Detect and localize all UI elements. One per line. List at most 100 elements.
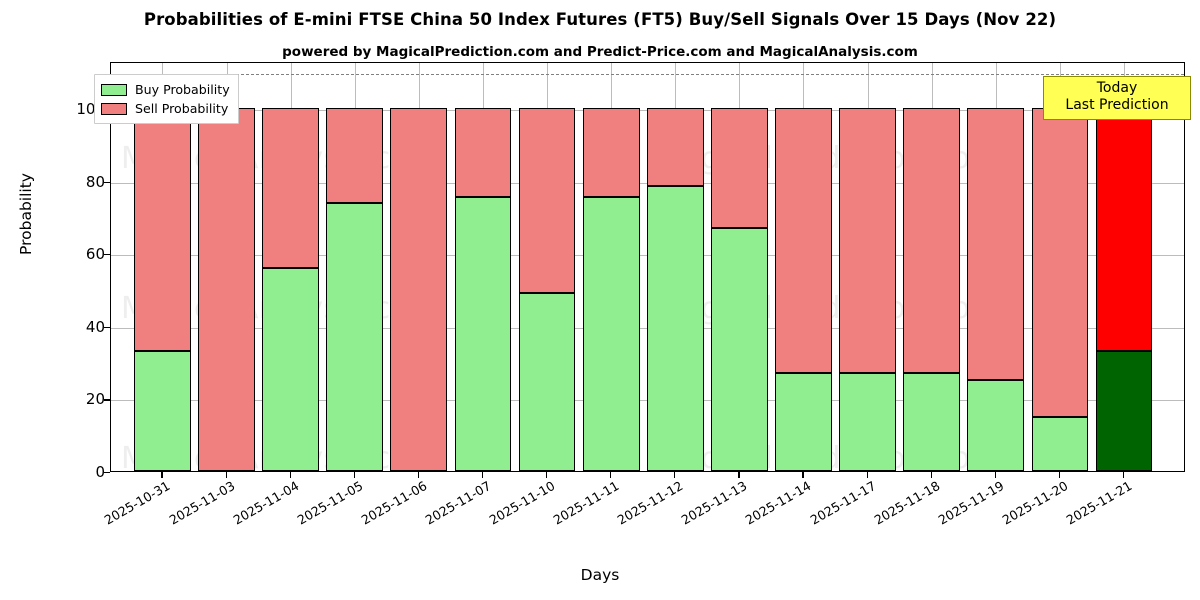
x-tick-label: 2025-10-31 <box>102 478 173 528</box>
bar-segment-buy[interactable] <box>839 373 896 471</box>
x-tick-label: 2025-11-06 <box>358 478 430 528</box>
bar-segment-sell[interactable] <box>711 108 768 228</box>
bar-segment-buy[interactable] <box>903 373 961 471</box>
x-tick-label: 2025-11-20 <box>999 478 1071 528</box>
x-tick-mark <box>161 472 163 478</box>
bar-segment-buy[interactable] <box>967 380 1025 471</box>
x-tick-mark <box>417 472 420 478</box>
x-tick-label: 2025-11-04 <box>230 478 302 528</box>
today-annotation-line2: Last Prediction <box>1065 97 1169 114</box>
bar[interactable] <box>454 63 512 471</box>
bar-segment-buy[interactable] <box>262 267 319 471</box>
x-tick-label: 2025-11-12 <box>614 478 686 528</box>
bar[interactable] <box>134 63 191 471</box>
x-tick-label: 2025-11-21 <box>1063 478 1135 528</box>
x-tick-label: 2025-11-19 <box>935 478 1007 528</box>
bar-segment-buy[interactable] <box>1095 351 1153 471</box>
legend-label-buy: Buy Probability <box>135 82 230 97</box>
bar-segment-sell[interactable] <box>518 108 576 294</box>
x-tick-mark <box>289 472 291 478</box>
y-tick-mark <box>104 181 110 183</box>
reference-line <box>111 73 1184 75</box>
bar[interactable] <box>326 63 384 471</box>
x-tick-label: 2025-11-05 <box>294 478 366 528</box>
bar[interactable] <box>518 63 576 471</box>
bar-segment-buy[interactable] <box>518 293 576 471</box>
today-annotation-line1: Today <box>1096 80 1138 96</box>
bar[interactable] <box>775 63 832 471</box>
legend-label-sell: Sell Probability <box>135 101 229 116</box>
bar[interactable] <box>582 63 640 471</box>
x-tick-label: 2025-11-07 <box>422 478 494 528</box>
bar[interactable] <box>262 63 319 471</box>
bar-segment-sell[interactable] <box>839 108 896 374</box>
x-tick-mark <box>866 472 868 478</box>
bar-segment-buy[interactable] <box>711 227 768 471</box>
legend-item-sell: Sell Probability <box>101 99 230 118</box>
plot-area: MagicalAnalysis.comMagicalPrediction.com… <box>110 62 1185 472</box>
bar-segment-buy[interactable] <box>454 197 512 471</box>
bar-today[interactable] <box>1095 63 1153 471</box>
bar-segment-sell[interactable] <box>646 108 704 187</box>
y-axis-label: Probability <box>17 173 35 255</box>
y-tick-mark <box>104 254 110 256</box>
bar-segment-buy[interactable] <box>134 351 191 471</box>
legend-swatch-sell <box>101 102 127 115</box>
bar[interactable] <box>711 63 768 471</box>
bar-segment-buy[interactable] <box>582 197 640 471</box>
x-tick-mark <box>674 472 676 478</box>
y-tick-mark <box>104 399 110 401</box>
bar[interactable] <box>390 63 448 471</box>
bar-segment-buy[interactable] <box>646 186 704 471</box>
x-tick-mark <box>802 472 804 478</box>
bar-segment-sell[interactable] <box>198 108 255 471</box>
bar-segment-sell[interactable] <box>1031 108 1089 417</box>
x-tick-label: 2025-11-11 <box>550 478 622 528</box>
bar-segment-sell[interactable] <box>390 108 448 471</box>
bar-segment-sell[interactable] <box>775 108 832 374</box>
y-tick-label: 80 <box>85 172 105 191</box>
bar[interactable] <box>903 63 961 471</box>
y-tick-mark <box>104 326 110 329</box>
bar[interactable] <box>839 63 896 471</box>
x-tick-label: 2025-11-14 <box>743 478 814 528</box>
x-tick-label: 2025-11-13 <box>678 478 750 528</box>
bar[interactable] <box>1031 63 1089 471</box>
y-tick-mark <box>104 472 110 474</box>
chart-title: Probabilities of E-mini FTSE China 50 In… <box>143 10 1057 29</box>
bar-segment-sell[interactable] <box>262 108 319 268</box>
x-tick-label: 2025-11-03 <box>166 478 238 528</box>
x-tick-label: 2025-11-17 <box>807 478 879 528</box>
x-tick-label: 2025-11-10 <box>486 478 558 528</box>
x-tick-mark <box>1122 472 1125 478</box>
bar[interactable] <box>198 63 255 471</box>
bar[interactable] <box>646 63 704 471</box>
bar-segment-buy[interactable] <box>326 202 384 471</box>
bar-segment-sell[interactable] <box>134 108 191 352</box>
bar-segment-sell[interactable] <box>967 108 1025 381</box>
x-tick-mark <box>1058 472 1061 478</box>
today-annotation: Today Last Prediction <box>1043 76 1191 121</box>
y-tick-label: 0 <box>95 463 105 481</box>
bar-segment-buy[interactable] <box>1031 416 1089 471</box>
x-tick-mark <box>930 472 932 478</box>
x-axis-label: Days <box>580 566 620 584</box>
x-tick-label: 2025-11-18 <box>871 478 943 528</box>
legend-swatch-buy <box>101 83 127 96</box>
x-tick-mark <box>738 472 740 478</box>
bar-segment-sell[interactable] <box>582 108 640 198</box>
y-tick-label: 60 <box>85 245 105 264</box>
legend-item-buy: Buy Probability <box>101 80 230 99</box>
bar[interactable] <box>967 63 1025 471</box>
x-tick-mark <box>994 472 996 478</box>
bar-segment-sell[interactable] <box>326 108 384 203</box>
bar-segment-sell[interactable] <box>903 108 961 374</box>
x-tick-mark <box>546 472 548 478</box>
chart-legend: Buy Probability Sell Probability <box>94 74 239 124</box>
bar-segment-sell[interactable] <box>1095 108 1153 352</box>
bar-segment-buy[interactable] <box>775 373 832 471</box>
chart-subtitle: powered by MagicalPrediction.com and Pre… <box>282 44 918 60</box>
x-tick-mark <box>353 472 355 478</box>
bar-segment-sell[interactable] <box>454 108 512 198</box>
